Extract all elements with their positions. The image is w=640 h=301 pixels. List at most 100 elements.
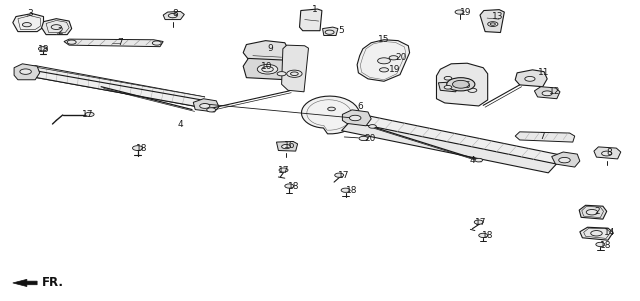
Circle shape bbox=[475, 158, 483, 162]
Text: 11: 11 bbox=[538, 68, 549, 77]
Text: 18: 18 bbox=[482, 231, 493, 240]
Polygon shape bbox=[301, 96, 360, 134]
Text: 18: 18 bbox=[38, 45, 50, 54]
Circle shape bbox=[168, 14, 177, 18]
Polygon shape bbox=[342, 122, 556, 173]
Circle shape bbox=[22, 23, 31, 27]
Text: 2: 2 bbox=[594, 207, 600, 216]
Polygon shape bbox=[436, 63, 488, 106]
Text: 20: 20 bbox=[365, 134, 376, 143]
Text: FR.: FR. bbox=[42, 276, 63, 290]
Text: 16: 16 bbox=[284, 141, 295, 150]
Polygon shape bbox=[42, 19, 72, 35]
Circle shape bbox=[468, 88, 477, 92]
Polygon shape bbox=[243, 41, 288, 63]
Circle shape bbox=[282, 144, 291, 149]
Circle shape bbox=[325, 30, 334, 34]
Circle shape bbox=[525, 76, 535, 81]
Circle shape bbox=[262, 67, 273, 72]
Polygon shape bbox=[357, 40, 410, 81]
Circle shape bbox=[359, 136, 368, 141]
Circle shape bbox=[479, 233, 488, 237]
Text: 1: 1 bbox=[312, 5, 318, 14]
Text: 18: 18 bbox=[346, 186, 357, 195]
Text: 16: 16 bbox=[460, 81, 471, 90]
Polygon shape bbox=[13, 14, 44, 32]
Circle shape bbox=[444, 85, 452, 89]
Text: 7: 7 bbox=[540, 132, 545, 141]
Circle shape bbox=[542, 91, 552, 96]
Polygon shape bbox=[349, 113, 564, 165]
Circle shape bbox=[257, 64, 278, 74]
Text: 2: 2 bbox=[58, 26, 63, 36]
Polygon shape bbox=[580, 227, 613, 240]
Circle shape bbox=[38, 47, 47, 51]
Circle shape bbox=[285, 184, 294, 188]
Circle shape bbox=[67, 40, 76, 44]
Text: 13: 13 bbox=[492, 12, 503, 21]
Polygon shape bbox=[276, 141, 298, 151]
Circle shape bbox=[349, 115, 361, 121]
Circle shape bbox=[152, 41, 161, 45]
Text: 17: 17 bbox=[338, 171, 349, 180]
Text: 19: 19 bbox=[389, 65, 401, 74]
Circle shape bbox=[20, 69, 31, 74]
Circle shape bbox=[51, 25, 61, 29]
Text: 20: 20 bbox=[396, 53, 407, 62]
Circle shape bbox=[452, 80, 469, 88]
Text: 12: 12 bbox=[549, 87, 561, 96]
Polygon shape bbox=[438, 82, 460, 92]
Text: 17: 17 bbox=[82, 110, 93, 119]
Polygon shape bbox=[480, 10, 504, 33]
Circle shape bbox=[447, 78, 475, 91]
Text: 15: 15 bbox=[378, 35, 389, 44]
Circle shape bbox=[85, 112, 94, 116]
Circle shape bbox=[449, 79, 472, 90]
Circle shape bbox=[132, 146, 143, 150]
Text: 8: 8 bbox=[607, 148, 612, 157]
Circle shape bbox=[389, 56, 398, 60]
Text: 18: 18 bbox=[288, 182, 300, 191]
Circle shape bbox=[341, 188, 350, 192]
Circle shape bbox=[380, 68, 388, 72]
Circle shape bbox=[207, 108, 216, 112]
Circle shape bbox=[444, 76, 452, 80]
Polygon shape bbox=[243, 58, 291, 80]
Polygon shape bbox=[515, 70, 547, 87]
Circle shape bbox=[291, 72, 298, 76]
Text: 3: 3 bbox=[27, 9, 33, 18]
Circle shape bbox=[200, 104, 210, 108]
Circle shape bbox=[277, 72, 286, 76]
Polygon shape bbox=[27, 72, 207, 107]
Circle shape bbox=[474, 220, 483, 224]
Polygon shape bbox=[552, 152, 580, 167]
Circle shape bbox=[586, 209, 598, 215]
Polygon shape bbox=[64, 39, 163, 47]
Text: 14: 14 bbox=[604, 228, 615, 237]
Polygon shape bbox=[515, 132, 575, 142]
Text: 4: 4 bbox=[469, 156, 475, 165]
Circle shape bbox=[490, 23, 495, 25]
Circle shape bbox=[328, 107, 335, 111]
Text: 4: 4 bbox=[178, 120, 184, 129]
Circle shape bbox=[369, 125, 376, 128]
Polygon shape bbox=[282, 45, 308, 92]
Polygon shape bbox=[27, 66, 205, 100]
Circle shape bbox=[602, 151, 612, 156]
Polygon shape bbox=[300, 9, 322, 31]
Text: 18: 18 bbox=[136, 144, 148, 154]
Polygon shape bbox=[27, 66, 205, 107]
Circle shape bbox=[488, 22, 498, 26]
Circle shape bbox=[596, 242, 605, 247]
Text: 8: 8 bbox=[173, 9, 179, 18]
Circle shape bbox=[378, 58, 390, 64]
Text: 5: 5 bbox=[338, 26, 344, 35]
Polygon shape bbox=[323, 27, 338, 36]
Polygon shape bbox=[534, 87, 560, 99]
Text: 19: 19 bbox=[460, 8, 471, 17]
Circle shape bbox=[591, 231, 602, 236]
Circle shape bbox=[335, 173, 344, 177]
Circle shape bbox=[559, 157, 570, 163]
Polygon shape bbox=[342, 110, 371, 126]
Polygon shape bbox=[579, 205, 607, 219]
